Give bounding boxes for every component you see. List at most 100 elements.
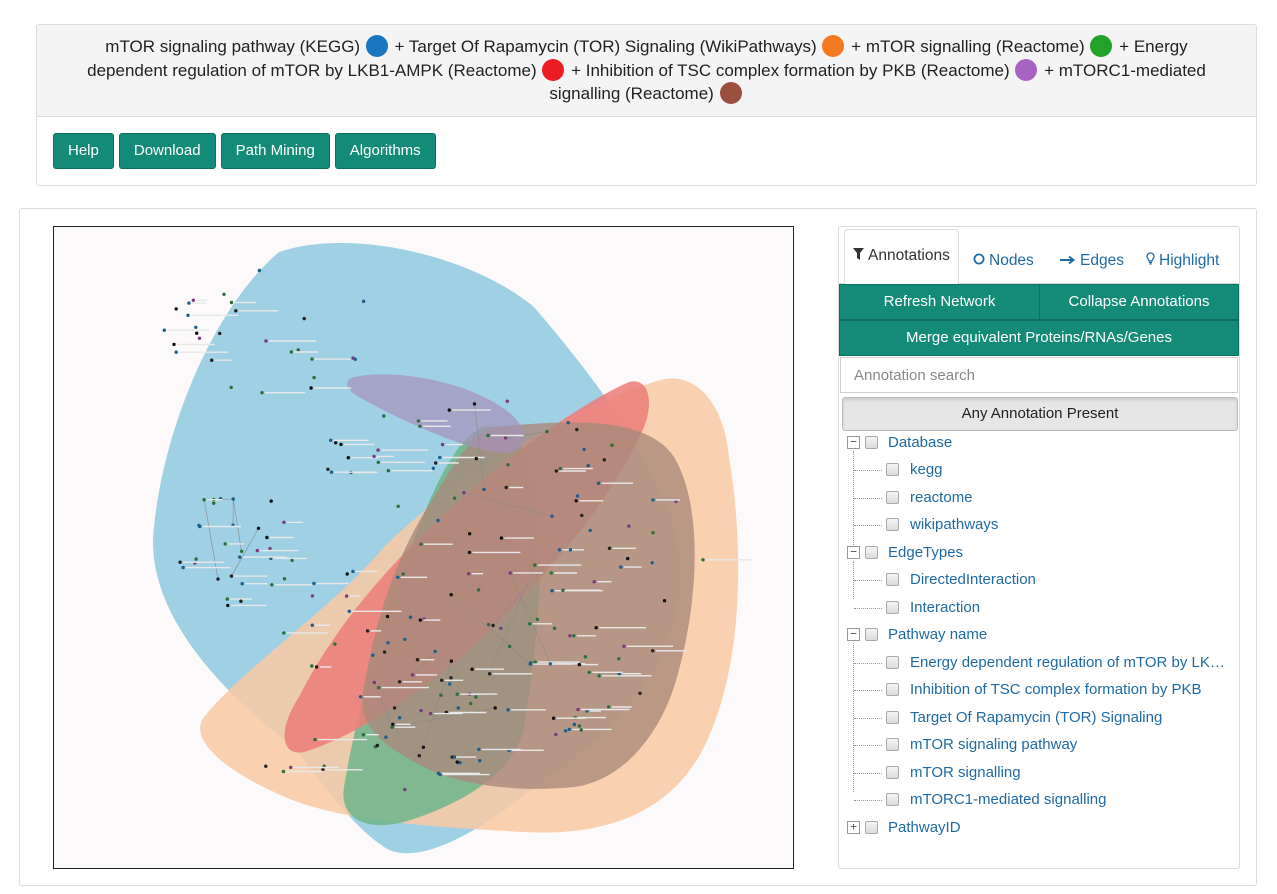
tree-group-database[interactable]: − Database [839,431,1239,455]
tree-item-kegg[interactable]: kegg [839,458,1239,482]
tree-item-pathway[interactable]: mTOR signaling pathway [839,733,1239,757]
network-node[interactable] [345,572,349,576]
network-node[interactable] [568,548,573,552]
network-node[interactable] [377,685,381,690]
network-node[interactable] [260,391,264,395]
network-node[interactable] [533,563,537,567]
network-node[interactable] [651,498,655,502]
network-node[interactable] [270,583,274,587]
network-node[interactable] [418,424,422,428]
tree-item-label[interactable]: mTORC1-mediated signalling [910,791,1107,808]
network-node[interactable] [452,496,457,500]
network-node[interactable] [456,706,460,710]
network-node[interactable] [162,328,166,332]
network-node[interactable] [419,708,423,713]
network-node[interactable] [344,594,349,598]
network-node[interactable] [504,485,508,490]
annotation-search-input[interactable] [840,357,1238,393]
network-node[interactable] [296,348,300,352]
network-node[interactable] [417,754,421,758]
network-node[interactable] [334,441,338,445]
network-node[interactable] [382,414,386,418]
network-node[interactable] [194,557,198,561]
network-node[interactable] [403,637,407,642]
tree-group-edgetypes[interactable]: − EdgeTypes [839,541,1239,565]
network-node[interactable] [452,755,457,759]
network-node[interactable] [550,514,554,518]
network-node[interactable] [396,504,400,508]
collapse-icon[interactable]: − [847,628,860,641]
network-node[interactable] [197,336,202,340]
network-node[interactable] [528,622,532,626]
network-node[interactable] [229,300,234,305]
network-node[interactable] [567,727,571,732]
network-node[interactable] [440,442,445,447]
tab-nodes[interactable]: Nodes [973,239,1034,285]
network-node[interactable] [433,649,437,654]
tree-item-label[interactable]: DirectedInteraction [910,571,1036,588]
network-node[interactable] [638,691,642,695]
checkbox[interactable] [865,628,878,641]
network-node[interactable] [436,771,441,775]
network-node[interactable] [187,301,191,305]
network-node[interactable] [574,499,578,503]
tree-item-label[interactable]: kegg [910,461,943,478]
network-node[interactable] [651,649,655,653]
network-graph[interactable] [54,227,794,869]
network-node[interactable] [385,614,390,619]
network-node[interactable] [572,722,577,727]
network-node[interactable] [568,634,572,638]
network-node[interactable] [226,603,230,608]
network-node[interactable] [474,456,478,461]
network-node[interactable] [551,716,556,720]
network-node[interactable] [575,494,580,498]
network-node[interactable] [438,455,442,460]
tree-group-pathway-name[interactable]: − Pathway name [839,623,1239,647]
network-node[interactable] [487,672,492,676]
network-node[interactable] [561,588,565,592]
collapse-annotations-button[interactable]: Collapse Annotations [1039,284,1239,320]
network-node[interactable] [396,575,400,579]
network-node[interactable] [505,399,509,403]
network-node[interactable] [329,470,334,474]
network-node[interactable] [478,759,482,763]
network-node[interactable] [312,375,316,380]
network-node[interactable] [391,722,395,726]
network-node[interactable] [202,498,206,502]
network-node[interactable] [382,650,387,654]
network-node[interactable] [310,623,314,627]
refresh-network-button[interactable]: Refresh Network [839,284,1040,320]
network-node[interactable] [458,761,462,765]
network-node[interactable] [178,560,182,564]
network-node[interactable] [310,594,315,598]
download-button[interactable]: Download [118,133,216,169]
network-node[interactable] [339,442,343,447]
network-node[interactable] [508,571,512,575]
network-node[interactable] [607,705,611,709]
network-node[interactable] [234,309,238,313]
network-node[interactable] [375,743,380,748]
network-node[interactable] [449,593,453,597]
network-node[interactable] [372,454,376,459]
network-node[interactable] [229,574,234,578]
tree-item-pathway[interactable]: Energy dependent regulation of mTOR by L… [839,651,1239,675]
tree-group-label[interactable]: Pathway name [888,626,988,643]
tab-edges[interactable]: Edges [1060,239,1124,285]
network-node[interactable] [557,548,562,552]
tree-item-label[interactable]: Energy dependent regulation of mTOR by L… [910,654,1225,671]
network-node[interactable] [239,599,243,603]
network-node[interactable] [617,657,621,661]
network-node[interactable] [174,307,178,311]
network-node[interactable] [309,386,313,390]
network-node[interactable] [575,427,579,432]
network-node[interactable] [455,760,459,764]
tree-item-label[interactable]: mTOR signaling pathway [910,736,1078,753]
checkbox[interactable] [886,793,899,806]
network-node[interactable] [421,745,426,749]
network-node[interactable] [486,433,490,438]
network-node[interactable] [467,550,472,555]
checkbox[interactable] [886,518,899,531]
network-node[interactable] [264,764,268,768]
network-node[interactable] [607,546,612,550]
tree-item-pathway[interactable]: Inhibition of TSC complex formation by P… [839,678,1239,702]
